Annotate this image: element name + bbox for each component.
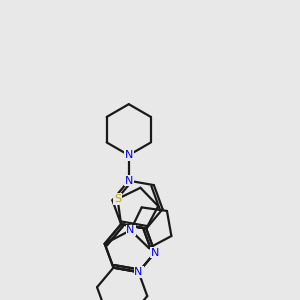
Text: N: N xyxy=(126,225,135,235)
Text: S: S xyxy=(114,194,121,204)
Text: N: N xyxy=(151,248,159,258)
Text: N: N xyxy=(124,150,133,160)
Text: N: N xyxy=(134,267,143,277)
Text: N: N xyxy=(124,176,133,186)
